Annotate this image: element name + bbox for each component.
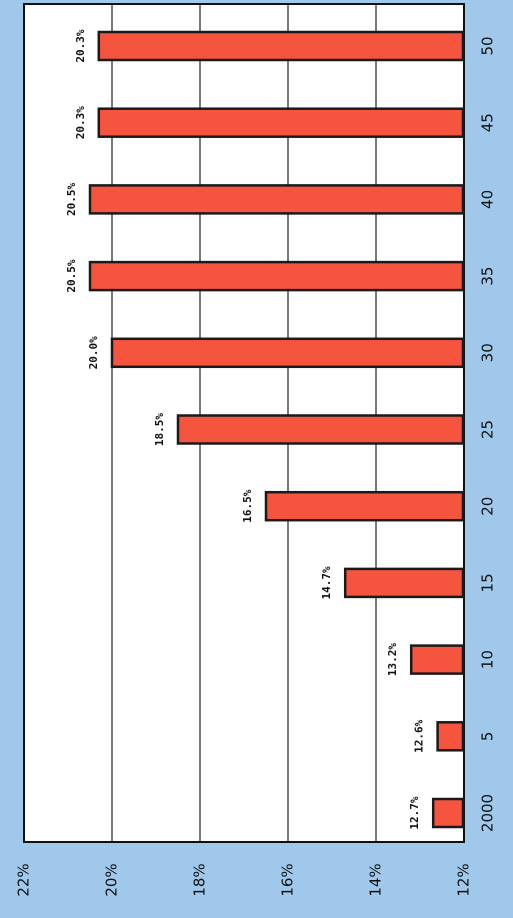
data-labels: 12.7% 12.6% 13.2% 14.7% 16.5% 18.5% 20.0% 20.5%… — [65, 29, 426, 829]
value-tick-22: 22% — [15, 863, 33, 896]
category-label-20: 20 — [479, 497, 497, 516]
data-label-40: 20.5% — [65, 182, 78, 215]
category-label-30: 30 — [479, 343, 497, 362]
data-label-30: 20.0% — [87, 336, 100, 369]
value-tick-14: 14% — [367, 863, 385, 896]
data-label-35: 20.5% — [65, 259, 78, 292]
category-label-45: 45 — [479, 113, 497, 132]
data-label-2000: 12.7% — [408, 796, 421, 829]
value-tick-20: 20% — [103, 863, 121, 896]
bar-45 — [97, 107, 465, 138]
data-label-15: 14.7% — [320, 566, 333, 599]
value-tick-labels: 12% 14% 16% 18% 20% 22% — [15, 863, 473, 896]
category-label-15: 15 — [479, 573, 497, 592]
data-label-20: 16.5% — [241, 489, 254, 522]
bar-2000 — [431, 797, 465, 829]
value-tick-12: 12% — [455, 863, 473, 896]
category-label-50: 50 — [479, 36, 497, 55]
bars — [88, 30, 465, 829]
data-label-25: 18.5% — [153, 413, 166, 446]
data-label-5: 12.6% — [413, 719, 426, 752]
category-label-40: 40 — [479, 190, 497, 209]
category-labels: 2000 5 10 15 20 25 30 35 40 45 50 — [479, 36, 497, 832]
value-tick-16: 16% — [279, 863, 297, 896]
bar-40 — [88, 184, 465, 215]
category-label-35: 35 — [479, 267, 497, 286]
bar-20 — [264, 490, 465, 522]
category-label-5: 5 — [479, 732, 497, 742]
value-tick-18: 18% — [191, 863, 209, 896]
bar-15 — [343, 567, 465, 599]
data-label-45: 20.3% — [74, 106, 87, 139]
category-label-25: 25 — [479, 420, 497, 439]
data-label-50: 20.3% — [74, 29, 87, 62]
bar-5 — [436, 721, 465, 752]
bar-10 — [409, 644, 465, 675]
bar-30 — [110, 337, 465, 369]
bar-25 — [176, 414, 465, 445]
category-label-10: 10 — [479, 650, 497, 669]
category-label-2000: 2000 — [479, 794, 497, 832]
bar-50 — [97, 30, 465, 62]
data-label-10: 13.2% — [386, 643, 399, 676]
bar-35 — [88, 260, 465, 292]
